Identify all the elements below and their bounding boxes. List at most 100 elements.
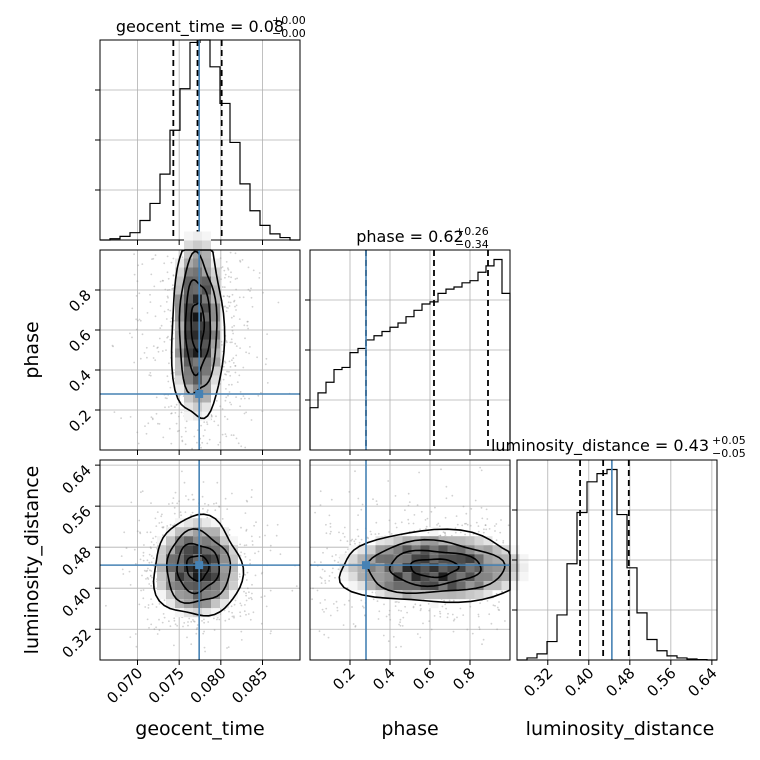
sample-point [496,628,498,631]
sample-point [348,599,350,602]
sample-point [439,615,442,618]
sample-point [372,598,375,601]
density-cell [211,321,220,331]
sample-point [335,600,338,603]
sample-point [252,269,255,272]
sample-point [445,485,448,488]
sample-point [323,611,325,613]
sample-point [150,541,153,543]
density-cell [202,312,211,322]
sample-point [234,599,237,602]
sample-point [320,577,323,580]
sample-point [246,320,249,323]
density-cell [402,590,412,600]
sample-point [180,435,183,438]
density-cell [211,312,220,322]
sample-point [420,608,422,610]
sample-point [170,405,173,407]
sample-point [408,501,411,503]
sample-point [160,324,163,327]
truth-marker-luminosity-distance-vs-geocent-time [100,460,300,660]
sample-point [229,366,232,368]
sample-point [200,424,203,427]
sample-point [360,599,363,602]
sample-point [447,612,449,615]
sample-point [146,576,149,579]
sample-point [235,309,237,311]
sample-point [216,618,218,621]
x-tick-label: 0.56 [643,664,679,700]
sample-point [206,421,208,423]
sample-point [184,511,187,514]
sample-point [372,498,374,501]
density-cell [202,554,211,564]
sample-point [469,605,472,608]
sample-point [354,470,356,473]
contour-level [409,558,460,579]
sample-point [143,352,146,354]
density-cell [474,563,484,573]
sample-point [196,441,198,444]
sample-point [324,582,327,584]
sample-point [161,621,164,624]
density-cell [184,249,193,259]
sample-point [195,628,198,631]
sample-point [325,532,328,535]
sample-point [400,645,402,648]
sample-point [149,374,152,377]
sample-point [152,357,155,359]
sample-point [179,511,182,514]
density-cell [366,581,376,591]
sample-point [320,582,323,584]
sample-point [151,258,153,260]
sample-point [260,622,263,625]
sample-point [437,522,440,525]
sample-point [216,481,219,484]
density-cell [184,303,193,313]
density-cell [456,554,466,564]
sample-point [139,319,142,322]
sample-point [242,395,245,397]
sample-point [227,301,230,304]
sample-point [230,403,233,406]
sample-point [232,357,235,360]
sample-point [162,613,165,615]
density-cell [375,536,385,546]
sample-point [173,506,176,509]
sample-point [246,587,249,590]
sample-point [185,495,187,497]
truth-marker [195,561,204,570]
sample-point [357,497,360,500]
density-cell [211,572,220,582]
sample-point [469,524,472,527]
sample-point [131,336,133,339]
sample-point [154,359,157,362]
sample-point [221,266,224,268]
sample-point [430,510,433,513]
sample-point [149,301,152,303]
density-cell [375,590,385,600]
sample-point [173,617,176,620]
density-cell [211,545,220,555]
density-cell [393,545,403,555]
sample-point [160,515,163,518]
sample-point [239,615,242,618]
density-cell [211,258,220,268]
density-cell [166,572,175,582]
y-tick-label: 0.56 [58,502,94,538]
sample-point [146,531,149,534]
panel-geocent-time-hist: geocent_time = 0.08 +0.00 −0.00 [95,14,306,241]
density-cell [483,563,493,573]
sample-point [170,442,173,445]
sample-point [331,571,334,574]
density-cell [420,536,430,546]
sample-point [382,634,385,637]
sample-point [337,568,340,571]
sample-point [225,435,228,438]
sample-point [471,632,474,635]
sample-point [343,603,346,606]
sample-point [180,411,183,414]
sample-point [156,511,159,513]
sample-point [152,345,155,347]
sample-point [129,584,132,586]
